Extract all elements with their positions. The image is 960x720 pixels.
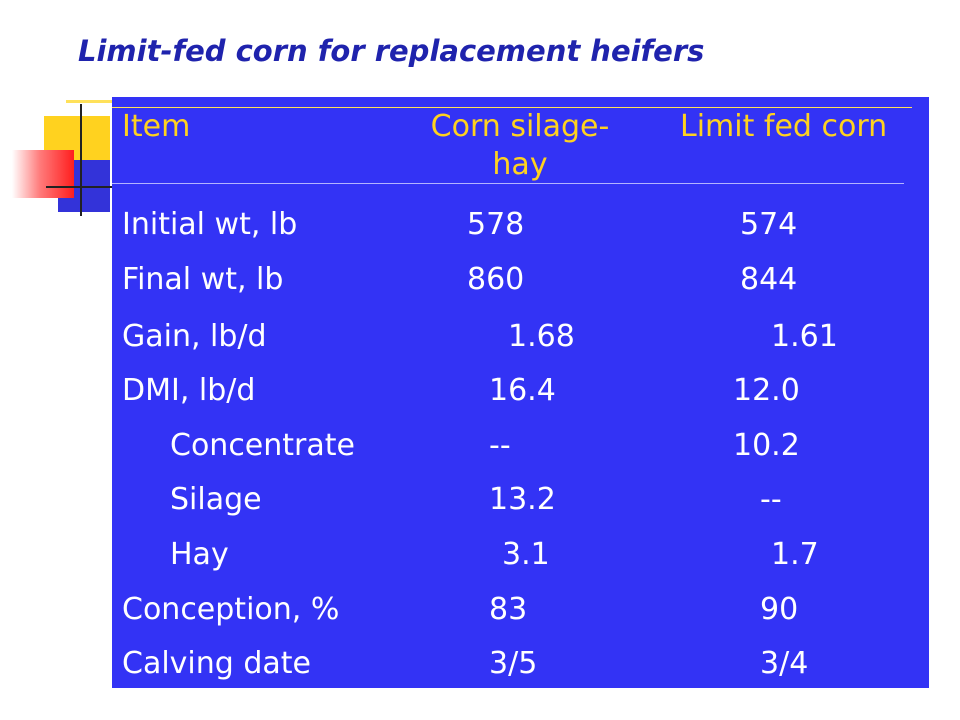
row-label-conception: Conception, % [122, 592, 340, 627]
header-divider [112, 183, 904, 184]
row-label-concentrate: Concentrate [170, 428, 355, 463]
decor-vertical-line [80, 104, 82, 216]
cell-final-wt-corn-silage-hay: 860 [467, 262, 525, 297]
column-header-item: Item [122, 109, 191, 144]
slide-title: Limit-fed corn for replacement heifers [78, 34, 705, 68]
cell-dmi-limit-fed-corn: 12.0 [733, 373, 800, 408]
row-label-hay: Hay [170, 537, 229, 572]
row-label-calving-date: Calving date [122, 646, 311, 681]
table-panel [112, 97, 929, 688]
row-label-initial-wt: Initial wt, lb [122, 207, 298, 242]
column-header-limit-fed-corn: Limit fed corn [680, 109, 888, 144]
row-label-final-wt: Final wt, lb [122, 262, 284, 297]
decor-red-square [12, 150, 74, 198]
cell-silage-limit-fed-corn: -- [760, 482, 782, 517]
cell-concentrate-limit-fed-corn: 10.2 [733, 428, 800, 463]
cell-conception-limit-fed-corn: 90 [760, 592, 799, 627]
cell-initial-wt-limit-fed-corn: 574 [740, 207, 798, 242]
cell-initial-wt-corn-silage-hay: 578 [467, 207, 525, 242]
cell-concentrate-corn-silage-hay: -- [489, 428, 511, 463]
column-header-corn-silage-hay: Corn silage-hay [430, 109, 610, 182]
cell-dmi-corn-silage-hay: 16.4 [489, 373, 556, 408]
decor-horizontal-line [46, 186, 112, 188]
cell-hay-limit-fed-corn: 1.7 [771, 537, 819, 572]
cell-hay-corn-silage-hay: 3.1 [502, 537, 550, 572]
cell-final-wt-limit-fed-corn: 844 [740, 262, 798, 297]
cell-silage-corn-silage-hay: 13.2 [489, 482, 556, 517]
cell-calving-date-limit-fed-corn: 3/4 [760, 646, 809, 681]
row-label-silage: Silage [170, 482, 262, 517]
cell-calving-date-corn-silage-hay: 3/5 [489, 646, 538, 681]
row-label-gain: Gain, lb/d [122, 319, 267, 354]
row-label-dmi: DMI, lb/d [122, 373, 256, 408]
cell-gain-limit-fed-corn: 1.61 [771, 319, 838, 354]
cell-conception-corn-silage-hay: 83 [489, 592, 528, 627]
decor-panel-rule [112, 107, 912, 108]
cell-gain-corn-silage-hay: 1.68 [508, 319, 575, 354]
